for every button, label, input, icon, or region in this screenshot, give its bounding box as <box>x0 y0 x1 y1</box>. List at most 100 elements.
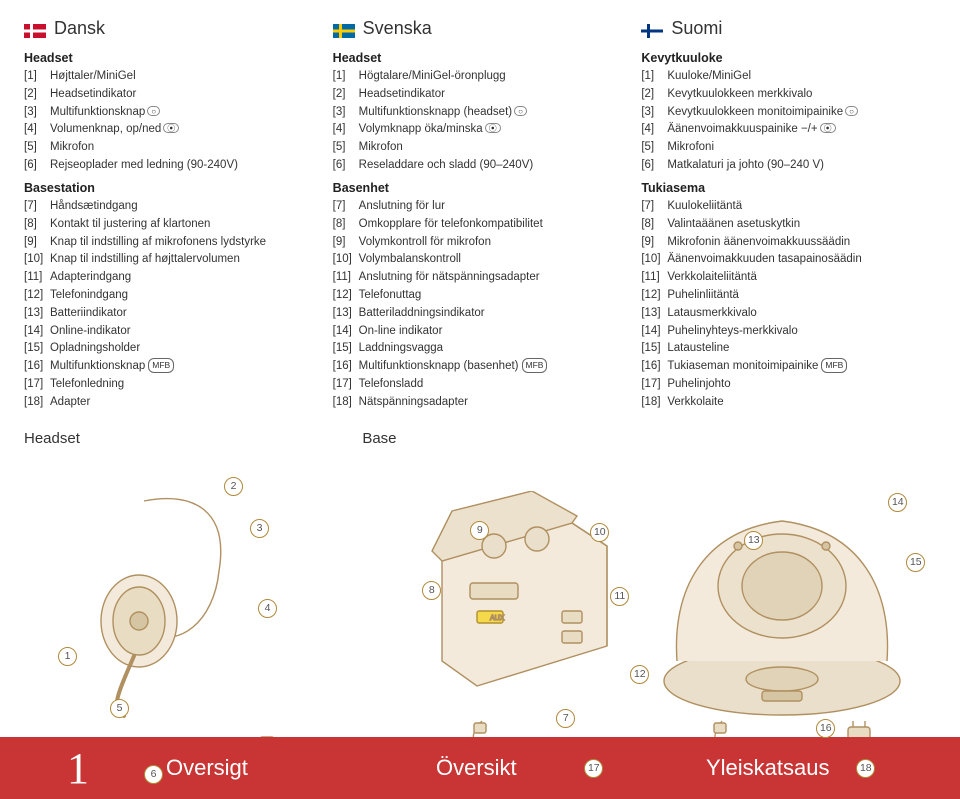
item-text: Headsetindikator <box>359 86 628 104</box>
list-item: [18]Verkkolaite <box>641 394 936 412</box>
callout-14: 14 <box>888 493 907 512</box>
item-number: [3] <box>24 104 50 122</box>
list-item: [14]Puhelinyhteys-merkkivalo <box>641 323 936 341</box>
item-number: [14] <box>24 323 50 341</box>
item-number: [7] <box>24 198 50 216</box>
item-text: Batteriladdningsindikator <box>359 305 628 323</box>
item-text: Kevytkuulokkeen merkkivalo <box>667 86 936 104</box>
callout-7: 7 <box>556 709 575 728</box>
item-text: Mikrofonin äänenvoimakkuussäädin <box>667 234 936 252</box>
item-number: [3] <box>333 104 359 122</box>
section-title: Headset <box>333 51 628 65</box>
list-item: [4]Volumenknap, op/ned⦿ <box>24 121 319 139</box>
list-item: [1]Højttaler/MiniGel <box>24 68 319 86</box>
item-number: [12] <box>641 287 667 305</box>
flag-icon-dk <box>24 22 46 36</box>
list-item: [8]Valintaäänen asetuskytkin <box>641 216 936 234</box>
language-name: Svenska <box>363 18 432 39</box>
callout-10: 10 <box>590 523 609 542</box>
list-item: [10]Volymbalanskontroll <box>333 251 628 269</box>
item-number: [5] <box>24 139 50 157</box>
item-number: [2] <box>333 86 359 104</box>
item-text: Knap til indstilling af mikrofonens lyds… <box>50 234 319 252</box>
item-number: [12] <box>333 287 359 305</box>
item-text: Adapter <box>50 394 319 412</box>
item-number: [4] <box>641 121 667 139</box>
item-text: Äänenvoimakkuuden tasapainosäädin <box>667 251 936 269</box>
control-icon: ⦿ <box>820 123 836 133</box>
item-number: [10] <box>24 251 50 269</box>
callout-2: 2 <box>224 477 243 496</box>
list-item: [1]Högtalare/MiniGel-öronplugg <box>333 68 628 86</box>
callout-3: 3 <box>250 519 269 538</box>
callout-1: 1 <box>58 647 77 666</box>
callout-9: 9 <box>470 521 489 540</box>
item-text: Håndsætindgang <box>50 198 319 216</box>
item-number: [17] <box>333 376 359 394</box>
language-name: Dansk <box>54 18 105 39</box>
list-item: [5]Mikrofon <box>24 139 319 157</box>
list-item: [17]Telefonsladd <box>333 376 628 394</box>
item-text: Knap til indstilling af højttalervolumen <box>50 251 319 269</box>
callout-8: 8 <box>422 581 441 600</box>
list-item: [11]Adapterindgang <box>24 269 319 287</box>
item-number: [2] <box>24 86 50 104</box>
item-number: [8] <box>641 216 667 234</box>
list-item: [15]Opladningsholder <box>24 340 319 358</box>
list-item: [9]Mikrofonin äänenvoimakkuussäädin <box>641 234 936 252</box>
list-item: [12]Telefonuttag <box>333 287 628 305</box>
item-text: Headsetindikator <box>50 86 319 104</box>
item-number: [1] <box>333 68 359 86</box>
list-item: [3]Multifunktionsknap○ <box>24 104 319 122</box>
section-title: Basestation <box>24 181 319 195</box>
list-item: [4]Äänenvoimakkuuspainike −/+⦿ <box>641 121 936 139</box>
item-text: Rejseoplader med ledning (90-240V) <box>50 157 319 175</box>
list-item: [10]Knap til indstilling af højttalervol… <box>24 251 319 269</box>
item-number: [8] <box>333 216 359 234</box>
list-item: [9]Knap til indstilling af mikrofonens l… <box>24 234 319 252</box>
item-text: Nätspänningsadapter <box>359 394 628 412</box>
footer-label-0: Oversigt <box>150 755 420 781</box>
control-icon: ⦿ <box>163 123 179 133</box>
language-header-dansk: Dansk <box>24 18 319 39</box>
callout-12: 12 <box>630 665 649 684</box>
list-item: [8]Omkopplare för telefonkompatibilitet <box>333 216 628 234</box>
item-text: Valintaäänen asetuskytkin <box>667 216 936 234</box>
item-text: Batteriindikator <box>50 305 319 323</box>
callout-13: 13 <box>744 531 763 550</box>
flag-icon-fi <box>641 22 663 36</box>
item-number: [10] <box>333 251 359 269</box>
footer-label-2: Yleiskatsaus <box>690 755 960 781</box>
item-text: Telefonuttag <box>359 287 628 305</box>
control-icon: ○ <box>845 106 858 116</box>
list-item: [7]Håndsætindgang <box>24 198 319 216</box>
list-item: [3]Multifunktionsknapp (headset)○ <box>333 104 628 122</box>
list-item: [14]On-line indikator <box>333 323 628 341</box>
callout-16: 16 <box>816 719 835 738</box>
diagram-title-base: Base <box>362 430 936 447</box>
item-number: [14] <box>641 323 667 341</box>
item-text: Äänenvoimakkuuspainike −/+⦿ <box>667 121 936 139</box>
list-item: [18]Adapter <box>24 394 319 412</box>
list-item: [17]Puhelinjohto <box>641 376 936 394</box>
callout-15: 15 <box>906 553 925 572</box>
list-item: [2]Headsetindikator <box>24 86 319 104</box>
list-item: [2]Kevytkuulokkeen merkkivalo <box>641 86 936 104</box>
item-text: Kevytkuulokkeen monitoimipainike○ <box>667 104 936 122</box>
item-text: Telefonledning <box>50 376 319 394</box>
list-item: [11]Verkkolaiteliitäntä <box>641 269 936 287</box>
list-item: [10]Äänenvoimakkuuden tasapainosäädin <box>641 251 936 269</box>
item-text: Laddningsvagga <box>359 340 628 358</box>
list-item: [13]Batteriindikator <box>24 305 319 323</box>
item-number: [16] <box>24 358 50 376</box>
list-item: [18]Nätspänningsadapter <box>333 394 628 412</box>
item-text: Multifunktionsknap○ <box>50 104 319 122</box>
list-item: [7]Anslutning för lur <box>333 198 628 216</box>
callout-5: 5 <box>110 699 129 718</box>
callout-18: 18 <box>856 759 875 778</box>
flag-icon-se <box>333 22 355 36</box>
item-text: Mikrofon <box>50 139 319 157</box>
diagram-title-headset: Headset <box>24 430 352 447</box>
item-text: Anslutning för lur <box>359 198 628 216</box>
list-item: [6]Matkalaturi ja johto (90–240 V) <box>641 157 936 175</box>
